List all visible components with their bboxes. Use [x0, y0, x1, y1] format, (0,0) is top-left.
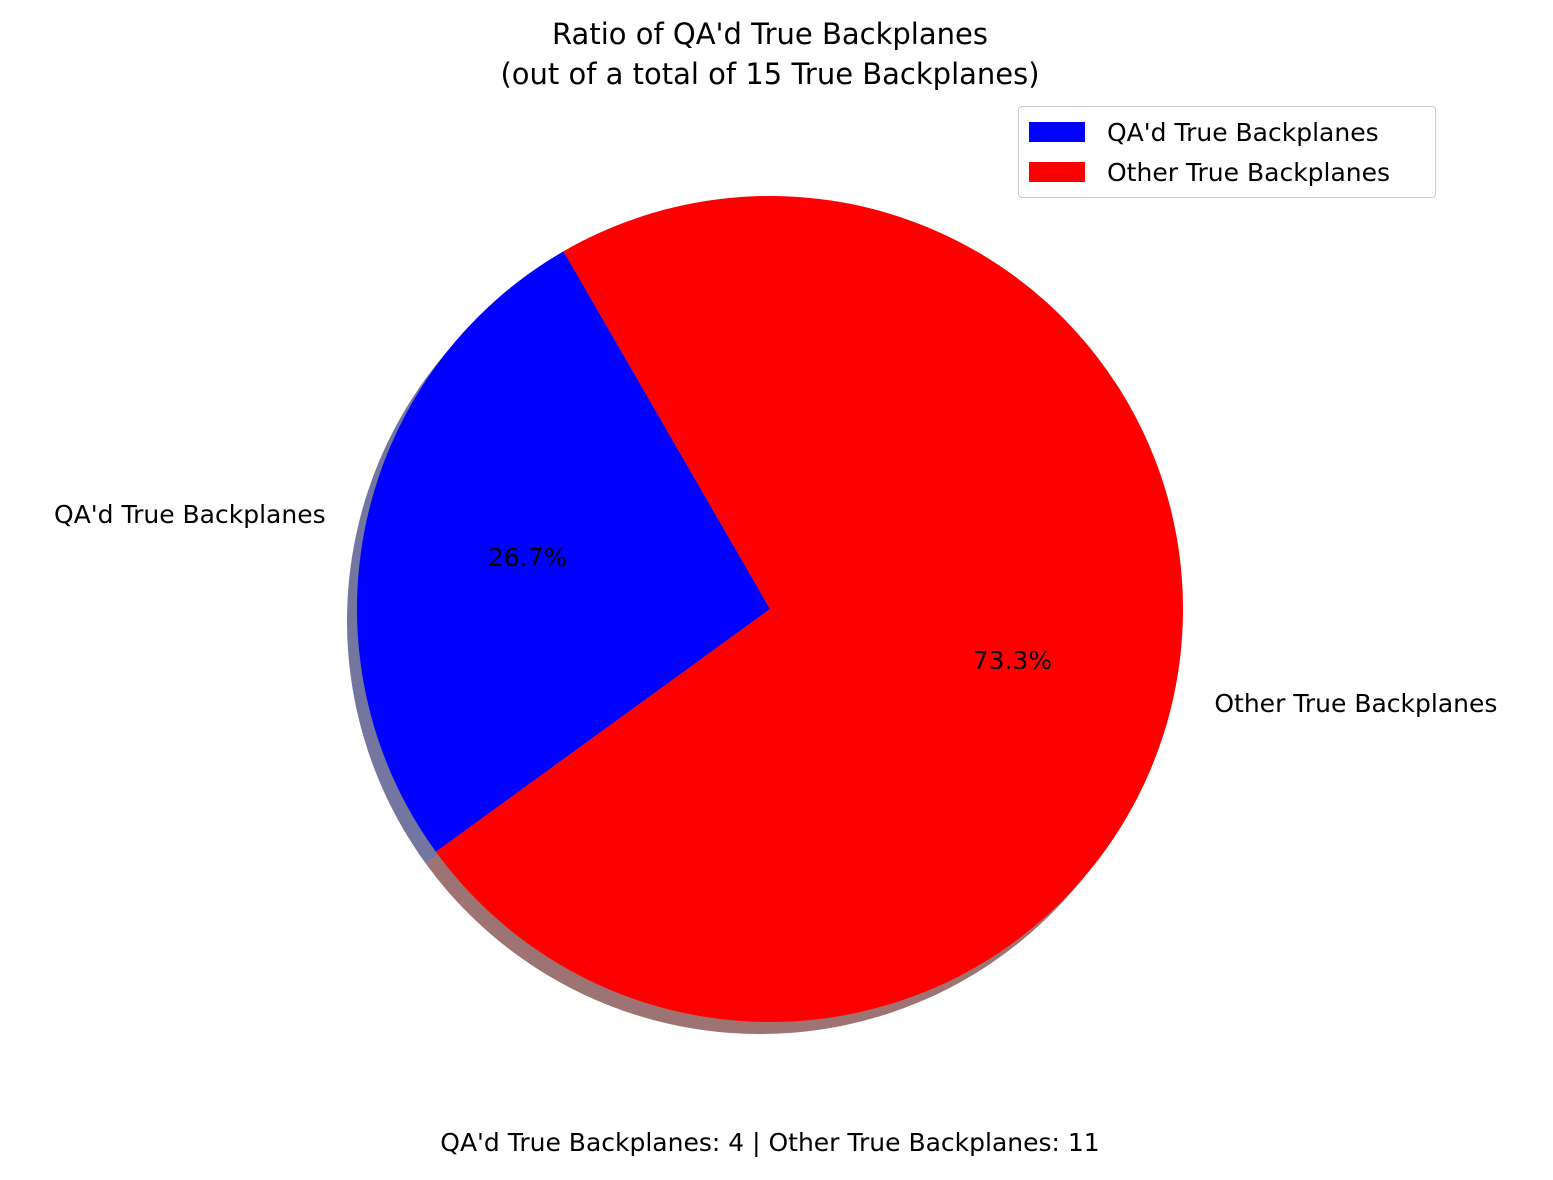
pie-slice-percent-label: 73.3% [973, 646, 1052, 675]
footer-summary: QA'd True Backplanes: 4 | Other True Bac… [440, 1128, 1100, 1157]
pie-slice-label: Other True Backplanes [1214, 689, 1497, 718]
legend-label-other: Other True Backplanes [1107, 157, 1391, 187]
pie-slice [356, 251, 770, 852]
legend-swatch-qad [1029, 122, 1085, 142]
pie-slice-percent-label: 26.7% [488, 543, 567, 572]
legend-label-qad: QA'd True Backplanes [1107, 117, 1379, 147]
pie-slice [435, 196, 1183, 1023]
legend-swatch-other [1029, 162, 1085, 182]
pie-slice-label: QA'd True Backplanes [54, 500, 326, 529]
legend-item-qad: QA'd True Backplanes [1029, 117, 1379, 147]
legend: QA'd True Backplanes Other True Backplan… [1018, 106, 1436, 198]
legend-item-other: Other True Backplanes [1029, 157, 1390, 187]
chart-subtitle: (out of a total of 15 True Backplanes) [500, 57, 1040, 91]
chart-title: Ratio of QA'd True Backplanes [552, 17, 988, 51]
